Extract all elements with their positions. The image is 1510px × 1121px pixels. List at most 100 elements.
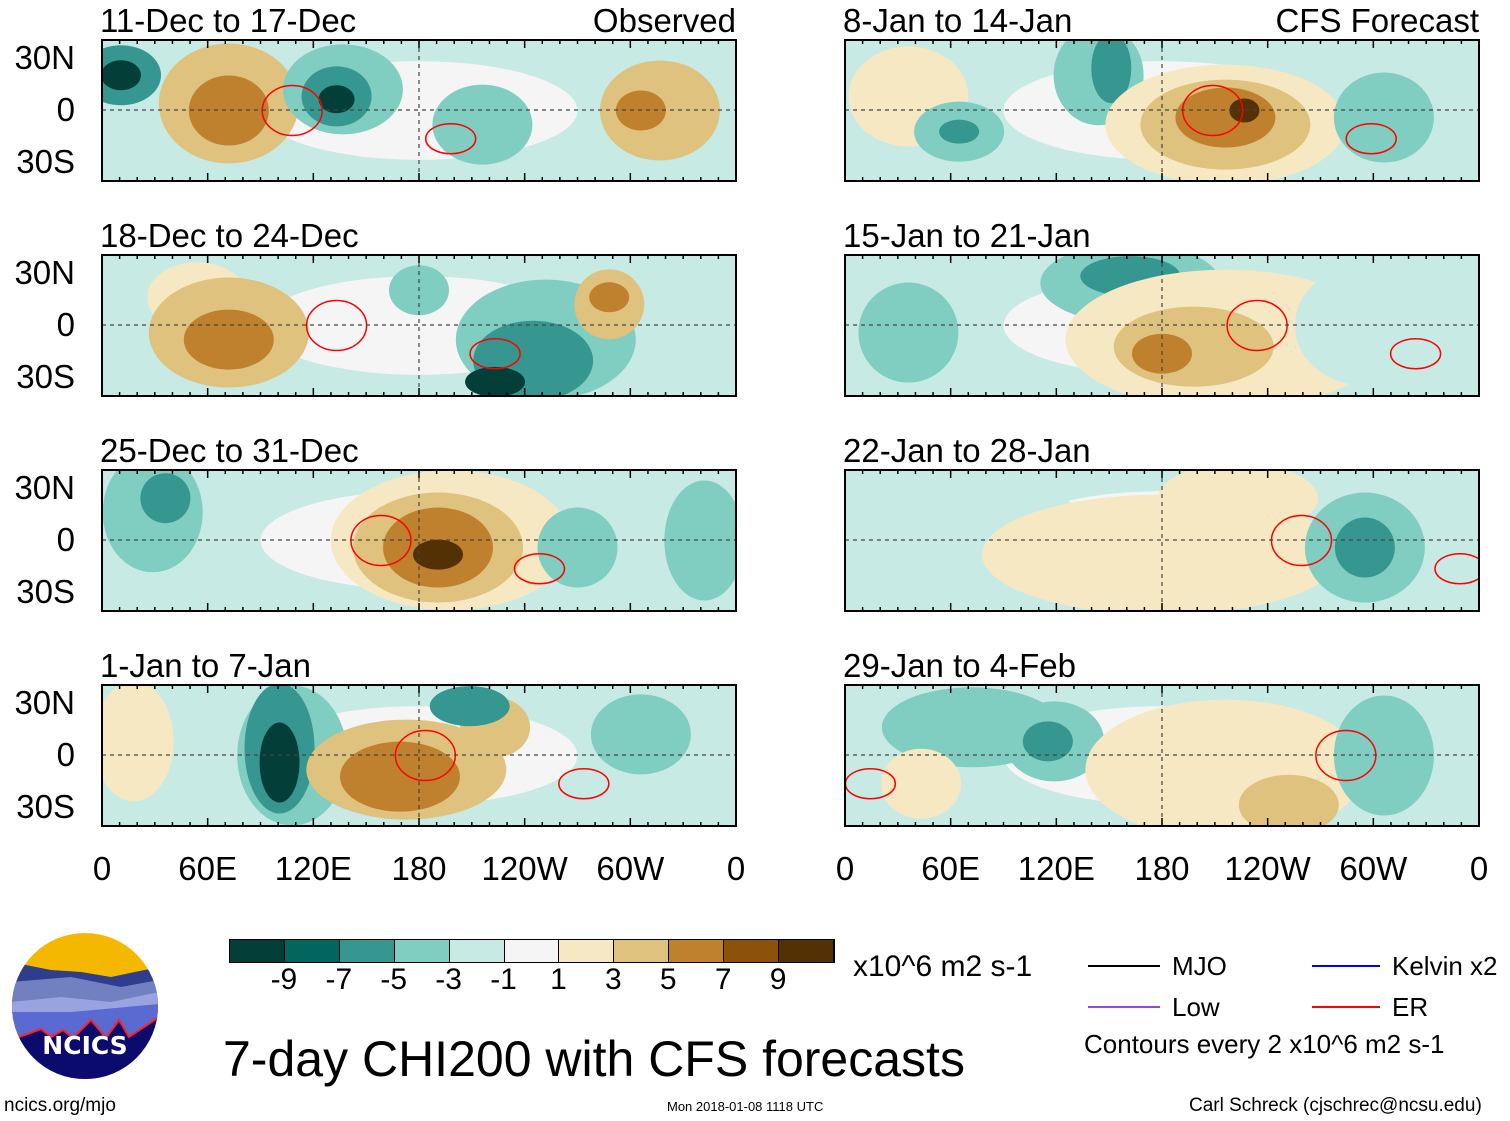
anomaly-region [413, 539, 464, 570]
colorbar-tick-label: -1 [490, 963, 517, 996]
colorbar-swatch [394, 940, 450, 962]
units-label: x10^6 m2 s-1 [853, 950, 1033, 983]
er-contour [1345, 122, 1397, 155]
anomaly-region [102, 60, 142, 91]
colorbar-tick-label: 3 [605, 963, 622, 996]
anomaly-region [664, 480, 736, 601]
panel-title: 22-Jan to 28-Jan [843, 432, 1091, 469]
colorbar-tick-label: -9 [270, 963, 298, 996]
anomaly-region [140, 473, 191, 524]
figure-title: 7-day CHI200 with CFS forecasts [223, 1031, 965, 1087]
colorbar-swatch [669, 940, 725, 962]
map-panel [101, 684, 737, 827]
anomaly-region [1229, 98, 1260, 123]
anomaly-region [183, 309, 274, 370]
lat-tick-label: 30N [14, 254, 75, 291]
anomaly-region [432, 84, 533, 165]
lon-tick-label: 60E [921, 850, 981, 887]
lon-tick-label: 180 [391, 850, 447, 887]
panel-title: 8-Jan to 14-Jan [843, 2, 1073, 39]
anomaly-region [1158, 470, 1319, 534]
er-contour [558, 767, 610, 800]
lon-tick-label: 60W [1339, 850, 1408, 887]
legend-label-low: Low [1172, 992, 1220, 1022]
map-panel [844, 254, 1480, 397]
colorbar-swatch [230, 940, 285, 962]
colorbar-tick-label: 1 [550, 963, 567, 996]
lon-tick-label: 180 [1134, 850, 1190, 887]
map-panel [101, 39, 737, 182]
map-panel [101, 254, 737, 397]
footer-url[interactable]: ncics.org/mjo [4, 1095, 116, 1116]
colorbar [229, 939, 835, 963]
lat-tick-label: 30N [14, 684, 75, 721]
panel-title: 25-Dec to 31-Dec [100, 432, 359, 469]
colorbar-tick-label: 5 [659, 963, 677, 996]
legend-label-er: ER [1392, 992, 1429, 1022]
anomaly-region [939, 119, 980, 144]
map-panel [844, 684, 1480, 827]
anomaly-region [1022, 721, 1073, 762]
er-contour [513, 552, 566, 585]
colorbar-tick-label: 7 [714, 963, 732, 996]
lat-tick-label: 30S [16, 573, 75, 610]
legend-line-mjo [1088, 965, 1160, 967]
anomaly-region [881, 748, 962, 819]
lon-tick-label: 0 [92, 850, 112, 887]
footer-timestamp: Mon 2018-01-08 1118 UTC [667, 1099, 824, 1114]
panel-title: 18-Dec to 24-Dec [100, 217, 359, 254]
lon-tick-label: 0 [726, 850, 746, 887]
lat-tick-label: 30N [14, 469, 75, 506]
panel-title: 11-Dec to 17-Dec [100, 2, 357, 39]
anomaly-region [537, 507, 618, 588]
colorbar-tick-label: -3 [435, 963, 462, 996]
legend-line-er [1312, 1006, 1380, 1008]
anomaly-region [259, 722, 300, 803]
er-contour [424, 122, 477, 155]
legend-label-kelvin: Kelvin x2 [1392, 951, 1498, 981]
anomaly-region [1238, 774, 1339, 826]
lat-tick-label: 0 [56, 736, 75, 773]
panel-title: 29-Jan to 4-Feb [843, 647, 1076, 684]
anomaly-region [1175, 87, 1276, 148]
legend-label-mjo: MJO [1172, 951, 1227, 981]
er-contour [469, 337, 521, 370]
anomaly-region [858, 282, 959, 383]
colorbar-swatch [779, 940, 834, 962]
lon-tick-label: 0 [1469, 850, 1489, 887]
anomaly-region [1333, 72, 1434, 163]
lon-tick-label: 60W [596, 850, 665, 887]
lon-tick-label: 120W [1224, 850, 1311, 887]
lat-tick-label: 0 [56, 91, 75, 128]
er-contour [1434, 552, 1479, 585]
colorbar-tick-label: -7 [325, 963, 353, 996]
footer-author: Carl Schreck (cjschrec@ncsu.edu) [1189, 1095, 1482, 1116]
panel-title: 1-Jan to 7-Jan [100, 647, 311, 684]
lat-tick-label: 30S [16, 788, 75, 825]
anomaly-region [339, 741, 460, 812]
anomaly-region [1091, 40, 1132, 104]
lat-tick-label: 30S [16, 143, 75, 180]
map-panel [844, 469, 1480, 612]
colorbar-swatch [614, 940, 670, 962]
anomaly-region [188, 75, 269, 146]
panel-title: 15-Jan to 21-Jan [843, 217, 1091, 254]
anomaly-region [589, 282, 630, 313]
legend-line-low [1088, 1006, 1160, 1008]
er-contour [1389, 337, 1442, 370]
colorbar-swatch [449, 940, 505, 962]
anomaly-region [1334, 517, 1395, 578]
colorbar-tick-label: -5 [380, 963, 408, 996]
legend-line-kelvin [1312, 965, 1380, 967]
logo-text: NCICS [42, 1031, 127, 1060]
colorbar-swatch [504, 940, 560, 962]
colorbar-swatch [724, 940, 780, 962]
anomaly-region [429, 686, 510, 727]
column-header: Observed [592, 2, 736, 39]
contour-note: Contours every 2 x10^6 m2 s-1 [1084, 1029, 1445, 1059]
anomaly-region [465, 366, 526, 396]
lat-tick-label: 30S [16, 358, 75, 395]
anomaly-region [590, 694, 691, 775]
lat-tick-label: 0 [56, 521, 75, 558]
lat-tick-label: 30N [14, 39, 75, 76]
